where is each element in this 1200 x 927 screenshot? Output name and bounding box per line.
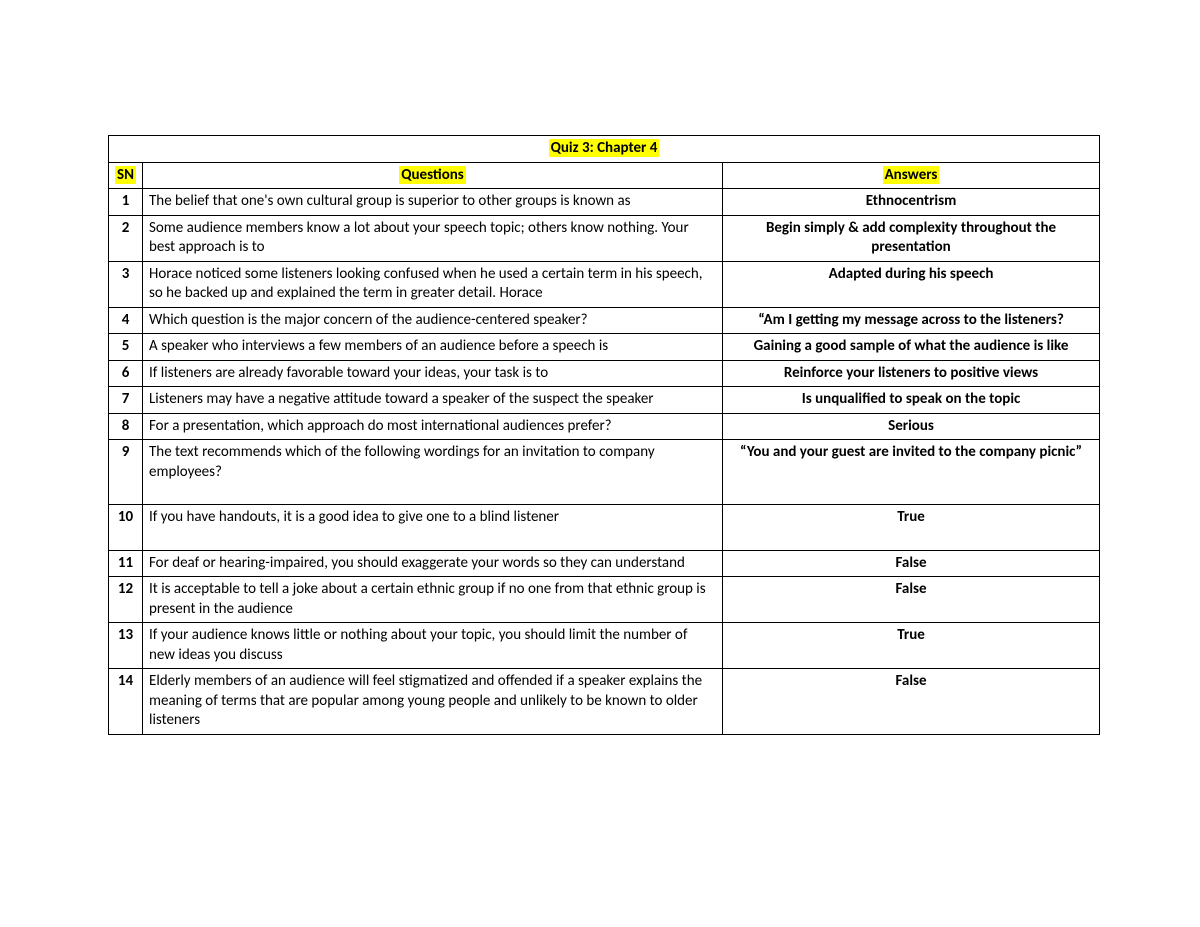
sn-cell: 7 bbox=[109, 387, 143, 414]
answer-cell: False bbox=[723, 669, 1100, 735]
question-cell: The text recommends which of the followi… bbox=[143, 440, 723, 505]
table-row: 2Some audience members know a lot about … bbox=[109, 215, 1100, 261]
answer-cell: False bbox=[723, 577, 1100, 623]
sn-cell: 12 bbox=[109, 577, 143, 623]
table-title: Quiz 3: Chapter 4 bbox=[549, 139, 660, 157]
answer-cell: Adapted during his speech bbox=[723, 261, 1100, 307]
question-cell: The belief that one's own cultural group… bbox=[143, 189, 723, 216]
question-cell: If your audience knows little or nothing… bbox=[143, 623, 723, 669]
table-row: 9The text recommends which of the follow… bbox=[109, 440, 1100, 505]
table-row: 11For deaf or hearing-impaired, you shou… bbox=[109, 550, 1100, 577]
header-answers-label: Answers bbox=[883, 166, 940, 184]
answer-cell: True bbox=[723, 505, 1100, 551]
table-row: 8For a presentation, which approach do m… bbox=[109, 413, 1100, 440]
answer-cell: Begin simply & add complexity throughout… bbox=[723, 215, 1100, 261]
question-cell: Which question is the major concern of t… bbox=[143, 307, 723, 334]
table-title-row: Quiz 3: Chapter 4 bbox=[109, 136, 1100, 163]
answer-cell: Serious bbox=[723, 413, 1100, 440]
question-cell: If you have handouts, it is a good idea … bbox=[143, 505, 723, 551]
answer-cell: “You and your guest are invited to the c… bbox=[723, 440, 1100, 505]
question-cell: Horace noticed some listeners looking co… bbox=[143, 261, 723, 307]
sn-cell: 14 bbox=[109, 669, 143, 735]
answer-cell: Ethnocentrism bbox=[723, 189, 1100, 216]
sn-cell: 13 bbox=[109, 623, 143, 669]
question-cell: Some audience members know a lot about y… bbox=[143, 215, 723, 261]
header-questions: Questions bbox=[143, 162, 723, 189]
question-cell: For deaf or hearing-impaired, you should… bbox=[143, 550, 723, 577]
sn-cell: 2 bbox=[109, 215, 143, 261]
document-page: Quiz 3: Chapter 4 SN Questions Answers 1… bbox=[0, 0, 1200, 735]
answer-cell: True bbox=[723, 623, 1100, 669]
quiz-table: Quiz 3: Chapter 4 SN Questions Answers 1… bbox=[108, 135, 1100, 735]
table-row: 1The belief that one's own cultural grou… bbox=[109, 189, 1100, 216]
sn-cell: 3 bbox=[109, 261, 143, 307]
answer-cell: Gaining a good sample of what the audien… bbox=[723, 334, 1100, 361]
sn-cell: 6 bbox=[109, 360, 143, 387]
table-row: 3Horace noticed some listeners looking c… bbox=[109, 261, 1100, 307]
question-cell: If listeners are already favorable towar… bbox=[143, 360, 723, 387]
answer-cell: Reinforce your listeners to positive vie… bbox=[723, 360, 1100, 387]
question-cell: It is acceptable to tell a joke about a … bbox=[143, 577, 723, 623]
header-questions-label: Questions bbox=[399, 166, 466, 184]
header-answers: Answers bbox=[723, 162, 1100, 189]
answer-cell: “Am I getting my message across to the l… bbox=[723, 307, 1100, 334]
sn-cell: 4 bbox=[109, 307, 143, 334]
sn-cell: 10 bbox=[109, 505, 143, 551]
answer-cell: Is unqualified to speak on the topic bbox=[723, 387, 1100, 414]
table-row: 10If you have handouts, it is a good ide… bbox=[109, 505, 1100, 551]
table-row: 6If listeners are already favorable towa… bbox=[109, 360, 1100, 387]
sn-cell: 8 bbox=[109, 413, 143, 440]
table-row: 14Elderly members of an audience will fe… bbox=[109, 669, 1100, 735]
table-row: 7Listeners may have a negative attitude … bbox=[109, 387, 1100, 414]
header-sn: SN bbox=[109, 162, 143, 189]
question-cell: For a presentation, which approach do mo… bbox=[143, 413, 723, 440]
question-cell: A speaker who interviews a few members o… bbox=[143, 334, 723, 361]
sn-cell: 5 bbox=[109, 334, 143, 361]
question-cell: Elderly members of an audience will feel… bbox=[143, 669, 723, 735]
table-row: 13If your audience knows little or nothi… bbox=[109, 623, 1100, 669]
table-title-cell: Quiz 3: Chapter 4 bbox=[109, 136, 1100, 163]
answer-cell: False bbox=[723, 550, 1100, 577]
table-row: 4Which question is the major concern of … bbox=[109, 307, 1100, 334]
question-cell: Listeners may have a negative attitude t… bbox=[143, 387, 723, 414]
sn-cell: 11 bbox=[109, 550, 143, 577]
sn-cell: 1 bbox=[109, 189, 143, 216]
header-sn-label: SN bbox=[115, 166, 136, 184]
sn-cell: 9 bbox=[109, 440, 143, 505]
table-row: 5A speaker who interviews a few members … bbox=[109, 334, 1100, 361]
table-header-row: SN Questions Answers bbox=[109, 162, 1100, 189]
table-row: 12It is acceptable to tell a joke about … bbox=[109, 577, 1100, 623]
